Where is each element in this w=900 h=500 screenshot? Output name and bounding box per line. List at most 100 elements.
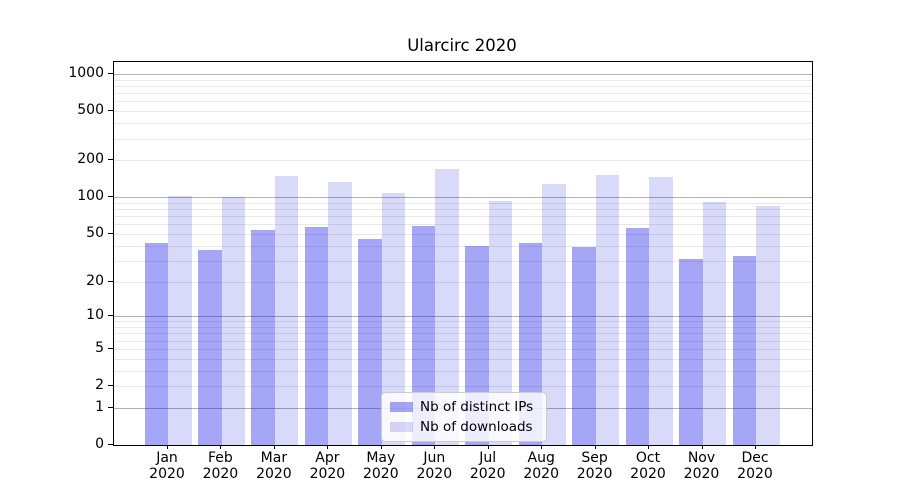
bar-downloads — [649, 177, 673, 445]
x-tick-mark — [541, 445, 543, 449]
bar-distinct-ips — [358, 239, 382, 445]
bar-downloads — [702, 201, 726, 445]
gridline-minor — [114, 101, 812, 103]
gridline-minor — [114, 327, 812, 328]
gridline-major — [114, 197, 812, 199]
gridline-minor — [114, 202, 812, 204]
y-tick-label: 5 — [95, 339, 104, 356]
x-tick-label: Sep 2020 — [576, 450, 613, 482]
bar-distinct-ips — [732, 255, 756, 445]
gridline-minor — [114, 348, 812, 350]
x-tick-mark — [648, 445, 649, 449]
gridline-minor — [114, 93, 812, 95]
y-tick-mark — [108, 110, 113, 112]
y-tick-mark — [108, 196, 113, 198]
y-tick-label: 1000 — [68, 65, 104, 81]
x-tick-mark — [594, 445, 596, 449]
legend-label-downloads: Nb of downloads — [420, 419, 533, 435]
gridline-minor — [114, 224, 812, 226]
gridline-minor — [114, 216, 812, 218]
y-tick-mark — [108, 159, 113, 161]
x-tick-mark — [487, 445, 489, 449]
y-tick-label: 50 — [86, 224, 104, 241]
y-tick-mark — [108, 280, 113, 282]
y-tick-mark — [108, 385, 113, 386]
x-tick-label: Apr 2020 — [309, 450, 346, 482]
y-tick-label: 0 — [95, 436, 104, 452]
legend: Nb of distinct IPs Nb of downloads — [381, 392, 547, 442]
y-tick-label: 10 — [86, 307, 104, 324]
gridline-minor — [114, 209, 812, 210]
chart-title: Ularcirc 2020 — [407, 36, 517, 55]
bar-distinct-ips — [411, 226, 436, 445]
bar-distinct-ips — [572, 246, 596, 445]
plot-area: Nb of distinct IPs Nb of downloads — [113, 61, 813, 446]
y-tick-mark — [108, 347, 113, 349]
y-tick-label: 200 — [77, 151, 104, 168]
legend-swatch-distinct-ips — [390, 402, 413, 412]
bar-downloads — [168, 195, 192, 445]
gridline-minor — [114, 160, 812, 162]
gridline-minor — [114, 321, 812, 323]
y-tick-label: 20 — [86, 272, 104, 289]
x-tick-mark — [220, 445, 222, 449]
y-tick-mark — [108, 406, 113, 408]
gridline-minor — [114, 111, 812, 113]
gridline-minor — [114, 260, 812, 262]
bar-downloads — [595, 174, 620, 445]
x-tick-label: Dec 2020 — [737, 450, 773, 482]
bar-downloads — [756, 206, 780, 445]
gridline-minor — [114, 138, 812, 140]
bar-downloads — [542, 183, 566, 445]
bar-downloads — [274, 175, 299, 445]
gridline-minor — [114, 386, 812, 387]
gridline-major — [114, 74, 812, 75]
x-tick-mark — [327, 445, 329, 449]
gridline-major — [114, 316, 812, 318]
y-tick-label: 500 — [77, 102, 104, 119]
bar-distinct-ips — [625, 227, 649, 445]
x-tick-label: Aug 2020 — [523, 450, 559, 482]
gridline-minor — [114, 358, 812, 360]
bar-distinct-ips — [304, 226, 329, 445]
bar-downloads — [328, 182, 352, 445]
gridline-minor — [114, 281, 812, 283]
y-tick-mark — [108, 315, 113, 317]
legend-label-distinct-ips: Nb of distinct IPs — [420, 399, 534, 415]
x-tick-label: Mar 2020 — [256, 450, 292, 482]
y-tick-label: 2 — [95, 377, 104, 393]
gridline-minor — [114, 370, 812, 372]
bar-downloads — [488, 201, 513, 445]
x-tick-label: Oct 2020 — [630, 450, 666, 482]
x-tick-label: Jan 2020 — [149, 450, 185, 482]
bar-distinct-ips — [198, 249, 222, 445]
gridline-minor — [114, 79, 812, 81]
y-tick-mark — [108, 444, 113, 445]
bar-downloads — [435, 168, 459, 445]
y-tick-mark — [108, 73, 113, 74]
gridline-minor — [114, 245, 812, 247]
x-tick-label: Jul 2020 — [469, 450, 506, 482]
gridline-minor — [114, 340, 812, 342]
gridline-minor — [114, 85, 812, 87]
legend-item-downloads: Nb of downloads — [390, 419, 538, 435]
x-tick-label: May 2020 — [362, 450, 399, 482]
x-tick-mark — [701, 445, 703, 449]
bar-downloads — [221, 197, 245, 445]
legend-swatch-downloads — [390, 422, 413, 432]
bar-distinct-ips — [144, 243, 168, 445]
y-tick-label: 1 — [95, 398, 104, 415]
x-tick-mark — [434, 445, 436, 449]
x-tick-label: Feb 2020 — [202, 450, 239, 482]
gridline-minor — [114, 123, 812, 125]
bar-distinct-ips — [679, 258, 703, 445]
x-tick-label: Nov 2020 — [683, 450, 720, 482]
x-tick-label: Jun 2020 — [416, 450, 453, 482]
y-tick-mark — [108, 232, 113, 234]
y-tick-label: 100 — [77, 188, 104, 205]
gridline-minor — [114, 333, 812, 335]
legend-item-distinct-ips: Nb of distinct IPs — [390, 399, 538, 415]
bar-downloads — [381, 193, 406, 445]
x-tick-mark — [380, 445, 382, 449]
